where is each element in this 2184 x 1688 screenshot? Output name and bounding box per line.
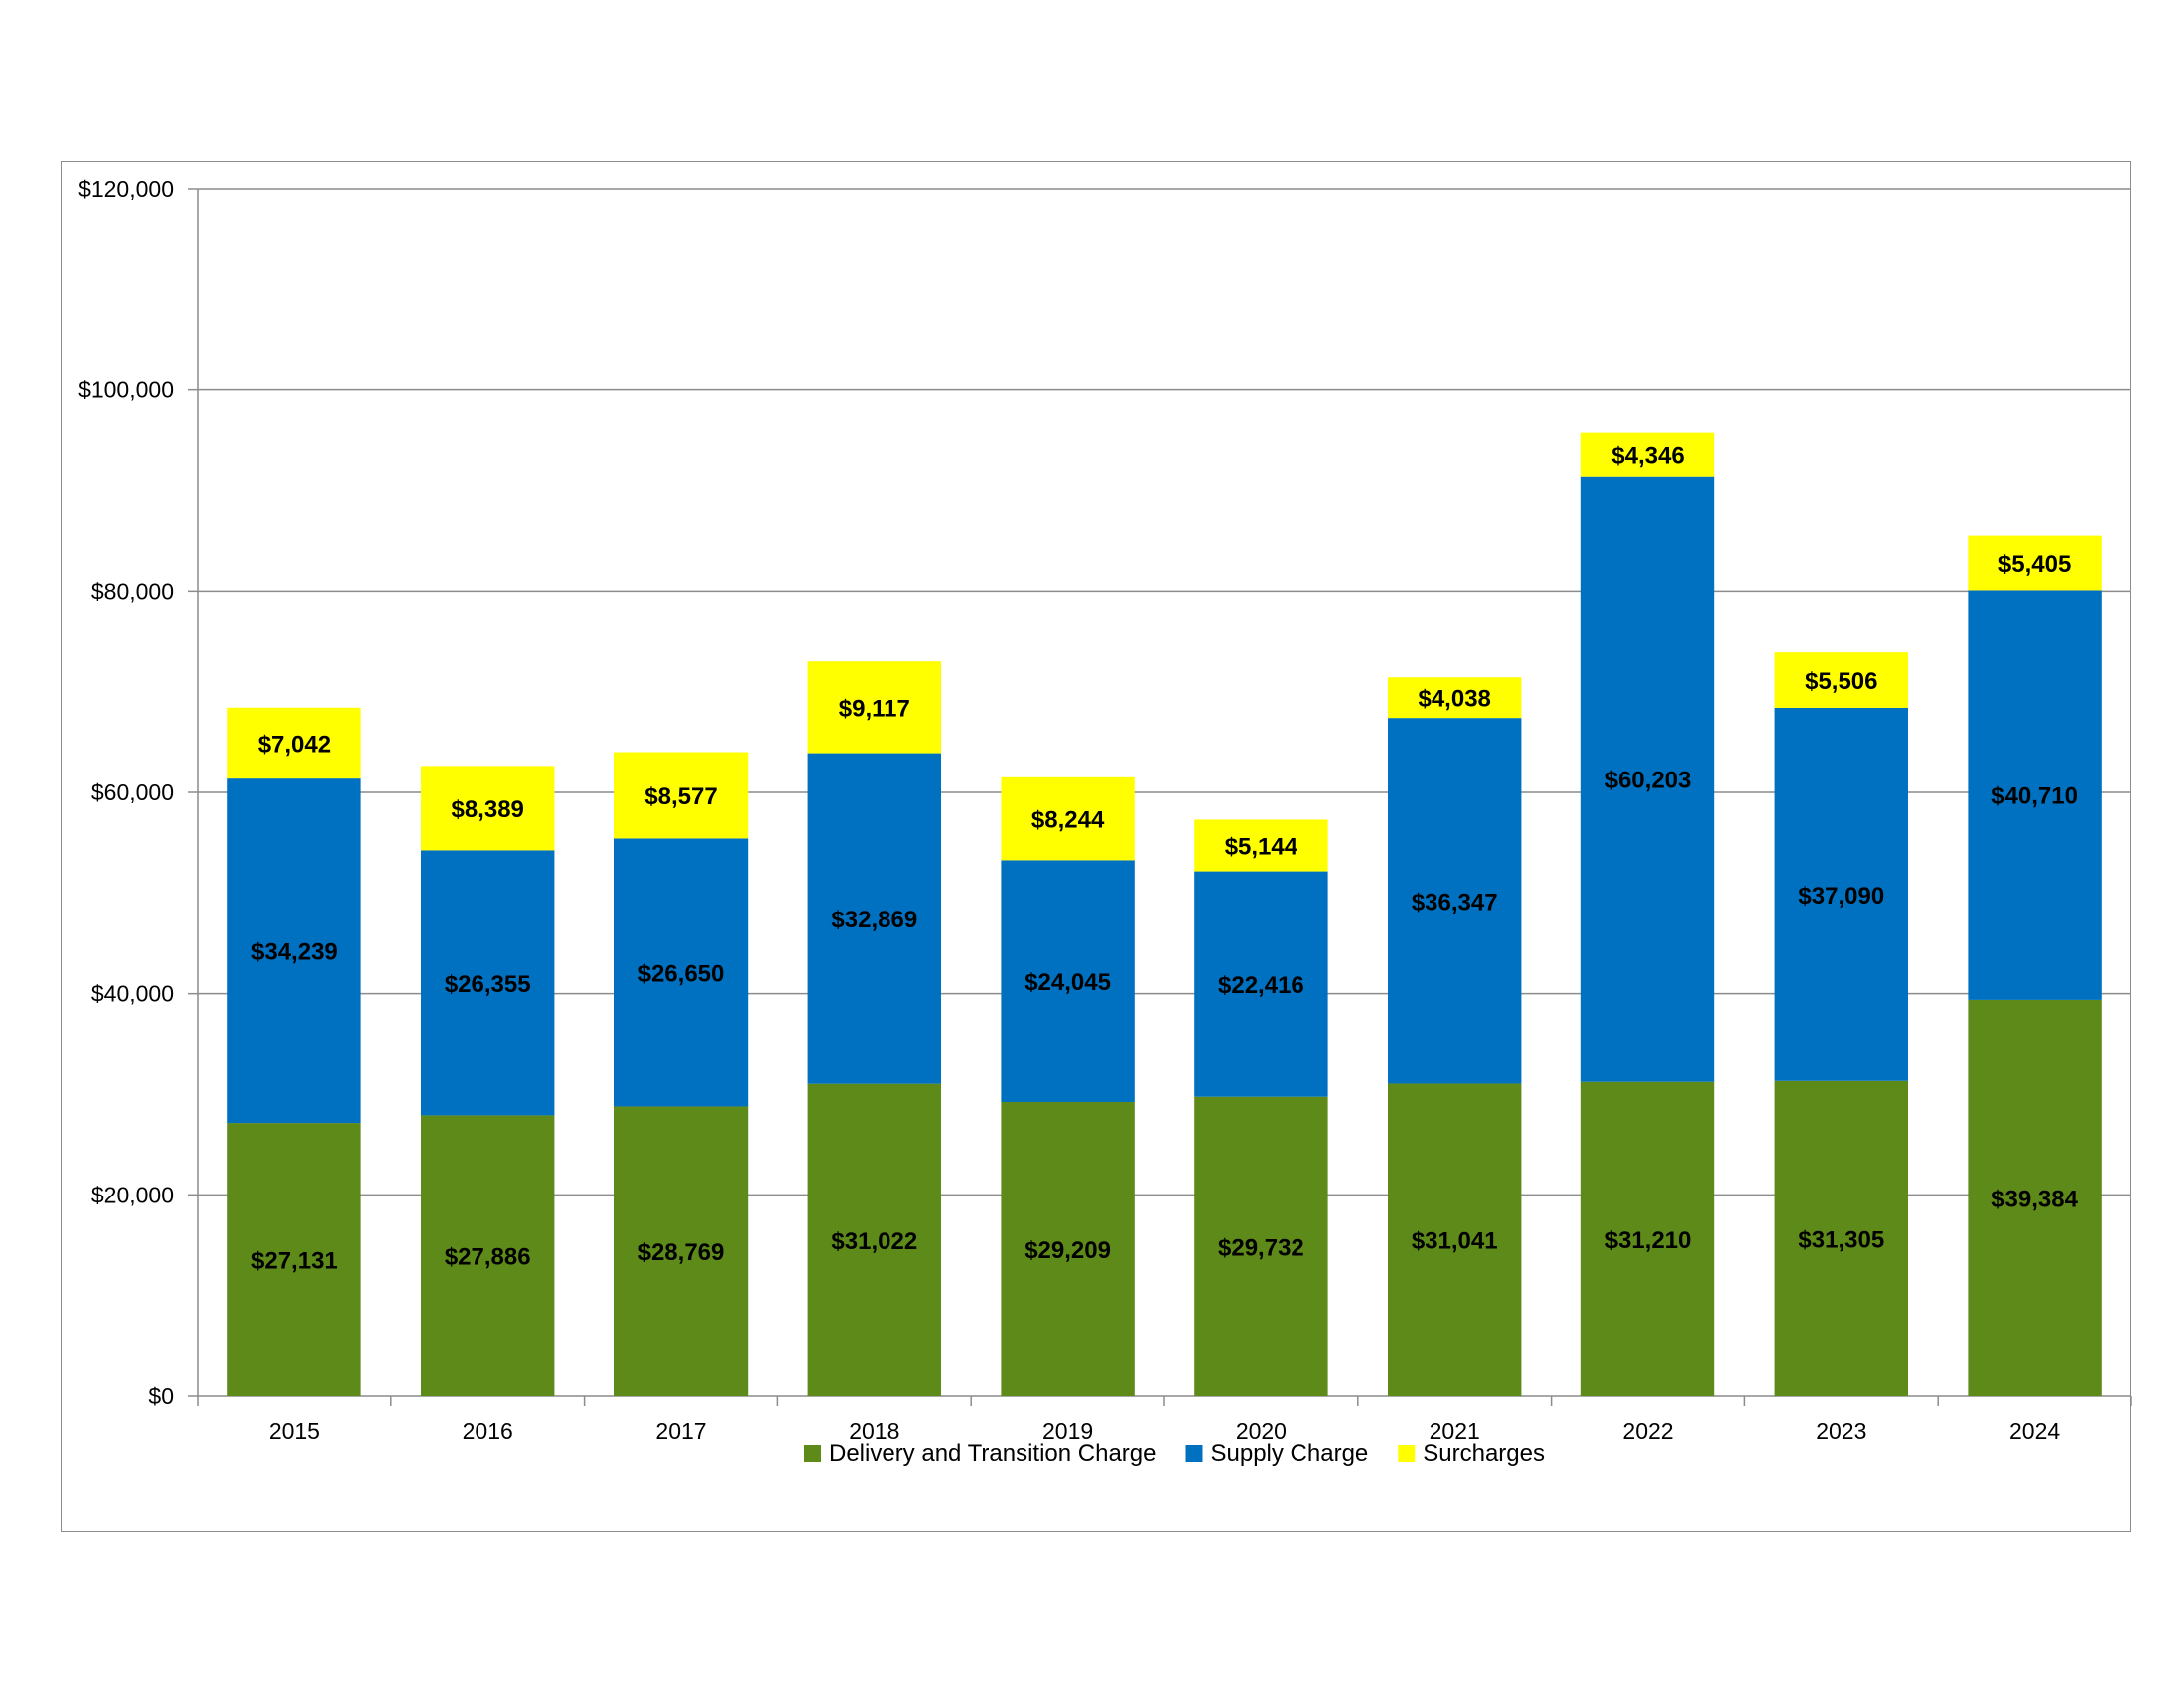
data-label-surcharges-2023: $5,506: [1805, 668, 1877, 695]
bar-delivery-and-transition-charge-2023: [1774, 1080, 1909, 1396]
x-tick-label: 2022: [1622, 1418, 1673, 1444]
bar-supply-charge-2022: [1580, 476, 1715, 1082]
y-tick-label: $100,000: [78, 377, 174, 403]
data-label-supply-charge-2019: $24,045: [1024, 969, 1111, 996]
data-label-delivery-and-transition-charge-2024: $39,384: [1991, 1186, 2078, 1212]
data-label-delivery-and-transition-charge-2016: $27,886: [445, 1244, 531, 1271]
x-tick-label: 2017: [655, 1418, 706, 1444]
bar-delivery-and-transition-charge-2018: [807, 1083, 942, 1396]
legend-swatch-supply-charge: [1185, 1445, 1203, 1462]
bar-supply-charge-2018: [807, 753, 942, 1084]
bar-delivery-and-transition-charge-2024: [1968, 999, 2102, 1396]
bar-supply-charge-2015: [227, 778, 361, 1124]
x-tick-label: 2024: [2009, 1418, 2060, 1444]
legend-swatch-surcharges: [1398, 1445, 1416, 1462]
bar-surcharges-2016: [420, 766, 555, 851]
bar-surcharges-2021: [1387, 677, 1522, 719]
bar-delivery-and-transition-charge-2021: [1387, 1083, 1522, 1396]
data-label-surcharges-2018: $9,117: [839, 695, 910, 722]
stacked-bar-chart: $0 $20,000 $40,000 $60,000 $80,000 $100,000 $1…: [78, 176, 2132, 1467]
data-label-delivery-and-transition-charge-2015: $27,131: [251, 1248, 338, 1275]
y-tick-label: $80,000: [91, 578, 174, 604]
bar-delivery-and-transition-charge-2020: [1194, 1096, 1328, 1396]
bar-surcharges-2023: [1774, 652, 1909, 708]
data-label-supply-charge-2016: $26,355: [445, 971, 531, 998]
data-label-supply-charge-2017: $26,650: [638, 960, 725, 987]
data-label-delivery-and-transition-charge-2023: $31,305: [1798, 1226, 1884, 1253]
x-tick-label: 2016: [463, 1418, 513, 1444]
data-label-supply-charge-2023: $37,090: [1798, 883, 1884, 910]
data-label-surcharges-2016: $8,389: [451, 796, 523, 823]
x-tick-label: 2021: [1430, 1418, 1480, 1444]
data-label-supply-charge-2015: $34,239: [251, 939, 338, 966]
bar-delivery-and-transition-charge-2016: [420, 1115, 555, 1396]
bar-supply-charge-2020: [1194, 871, 1328, 1097]
data-label-delivery-and-transition-charge-2019: $29,209: [1024, 1237, 1111, 1264]
legend-label-delivery-and-transition-charge: Delivery and Transition Charge: [829, 1440, 1157, 1467]
y-tick-label: $40,000: [91, 981, 174, 1007]
bar-supply-charge-2017: [614, 838, 749, 1107]
y-tick-label: $0: [148, 1383, 174, 1409]
data-label-surcharges-2022: $4,346: [1611, 443, 1684, 470]
data-label-surcharges-2021: $4,038: [1418, 686, 1490, 713]
bar-surcharges-2017: [614, 752, 749, 839]
data-label-surcharges-2020: $5,144: [1225, 834, 1298, 861]
data-label-surcharges-2015: $7,042: [258, 731, 331, 758]
data-label-surcharges-2019: $8,244: [1031, 807, 1105, 834]
data-label-supply-charge-2020: $22,416: [1218, 972, 1304, 999]
data-label-delivery-and-transition-charge-2017: $28,769: [638, 1239, 725, 1266]
data-label-delivery-and-transition-charge-2018: $31,022: [831, 1228, 917, 1255]
y-tick-label: $60,000: [91, 779, 174, 805]
bar-supply-charge-2023: [1774, 707, 1909, 1081]
bar-surcharges-2020: [1194, 819, 1328, 872]
x-tick-label: 2019: [1042, 1418, 1093, 1444]
bar-supply-charge-2016: [420, 850, 555, 1116]
data-label-delivery-and-transition-charge-2021: $31,041: [1412, 1228, 1498, 1255]
bar-supply-charge-2024: [1968, 590, 2102, 1000]
data-label-supply-charge-2021: $36,347: [1412, 889, 1498, 915]
legend-label-supply-charge: Supply Charge: [1211, 1440, 1369, 1467]
data-label-supply-charge-2018: $32,869: [831, 907, 917, 933]
x-tick-label: 2015: [269, 1418, 320, 1444]
bar-delivery-and-transition-charge-2015: [227, 1123, 361, 1396]
bar-supply-charge-2021: [1387, 718, 1522, 1084]
bar-surcharges-2015: [227, 707, 361, 779]
bar-delivery-and-transition-charge-2022: [1580, 1081, 1715, 1396]
bar-delivery-and-transition-charge-2017: [614, 1106, 749, 1396]
bar-surcharges-2024: [1968, 535, 2102, 591]
bar-supply-charge-2019: [1001, 860, 1135, 1103]
data-label-surcharges-2017: $8,577: [644, 783, 717, 810]
bar-surcharges-2018: [807, 661, 942, 754]
data-label-surcharges-2024: $5,405: [1998, 551, 2071, 578]
chart-frame: $0 $20,000 $40,000 $60,000 $80,000 $100,000 $1…: [61, 161, 2132, 1532]
y-tick-label: $20,000: [91, 1182, 174, 1207]
data-label-delivery-and-transition-charge-2022: $31,210: [1605, 1227, 1692, 1254]
x-tick-label: 2023: [1816, 1418, 1866, 1444]
x-tick-label: 2020: [1236, 1418, 1287, 1444]
legend-swatch-delivery-and-transition-charge: [804, 1445, 821, 1462]
y-tick-label: $120,000: [78, 176, 174, 202]
bar-surcharges-2022: [1580, 432, 1715, 477]
legend-label-surcharges: Surcharges: [1423, 1440, 1545, 1467]
data-label-supply-charge-2024: $40,710: [1991, 783, 2078, 810]
data-label-delivery-and-transition-charge-2020: $29,732: [1218, 1234, 1304, 1261]
bar-delivery-and-transition-charge-2019: [1001, 1102, 1135, 1396]
x-tick-label: 2018: [849, 1418, 899, 1444]
data-label-supply-charge-2022: $60,203: [1605, 768, 1692, 794]
bar-surcharges-2019: [1001, 776, 1135, 861]
